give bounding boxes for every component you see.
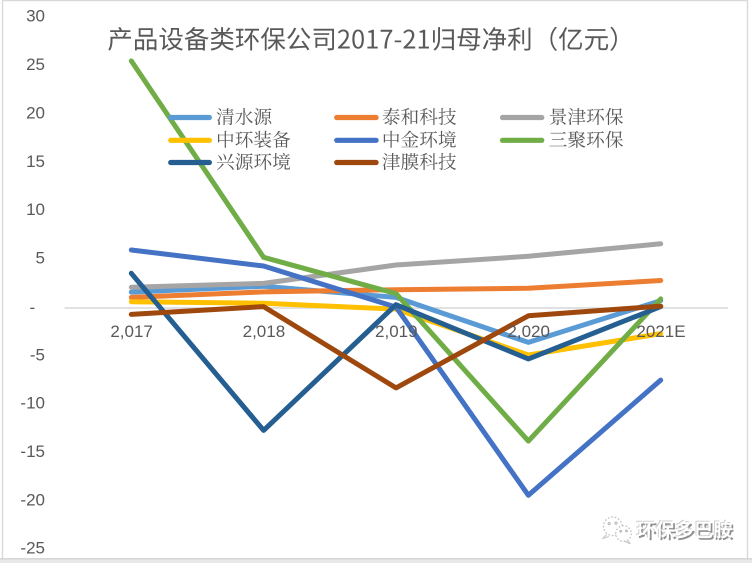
svg-text:25: 25 xyxy=(26,55,45,74)
svg-text:-25: -25 xyxy=(20,539,45,558)
svg-text:2,018: 2,018 xyxy=(243,322,286,341)
svg-text:5: 5 xyxy=(36,249,45,268)
svg-text:2021E: 2021E xyxy=(636,322,685,341)
svg-text:-5: -5 xyxy=(30,345,45,364)
svg-text:2,020: 2,020 xyxy=(507,322,550,341)
svg-text:-15: -15 xyxy=(20,442,45,461)
svg-text:20: 20 xyxy=(26,103,45,122)
svg-text:-: - xyxy=(30,298,36,317)
svg-text:2,017: 2,017 xyxy=(110,322,153,341)
svg-text:-20: -20 xyxy=(20,490,45,509)
svg-text:-10: -10 xyxy=(20,394,45,413)
svg-text:2,019: 2,019 xyxy=(375,322,418,341)
svg-text:30: 30 xyxy=(26,7,45,26)
svg-text:15: 15 xyxy=(26,152,45,171)
svg-text:10: 10 xyxy=(26,200,45,219)
